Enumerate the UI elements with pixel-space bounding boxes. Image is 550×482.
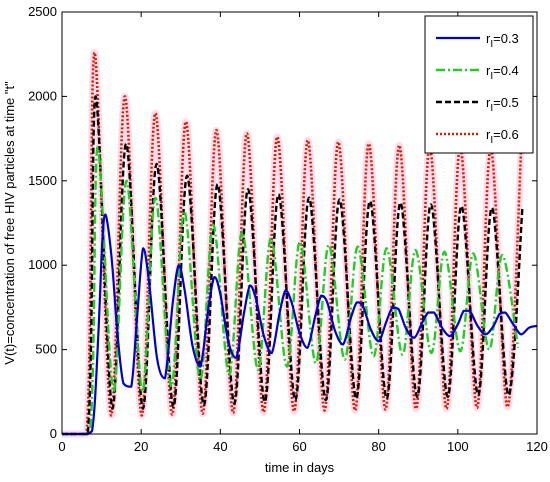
- series-line-04: [62, 145, 520, 436]
- legend-entry-value: =0.4: [493, 63, 519, 78]
- x-axis-label: time in days: [265, 460, 335, 475]
- y-tick-label: 0: [50, 426, 57, 441]
- legend-entry-name: r: [486, 31, 491, 46]
- legend-entry-value: =0.5: [493, 95, 519, 110]
- legend-entry-name: r: [486, 95, 491, 110]
- ticks-layer: 0 20 40 60 80 100 120 0 500 1000 1500 2000 2500: [28, 4, 548, 454]
- y-tick-label: 500: [35, 342, 57, 357]
- legend-entry-subscript: I: [490, 71, 493, 82]
- x-tick-label: 100: [447, 439, 469, 454]
- legend-entry-label: rI=0.3: [486, 31, 519, 50]
- x-tick-label: 0: [58, 439, 65, 454]
- y-tick-label: 1000: [28, 257, 57, 272]
- x-tick-label: 60: [292, 439, 306, 454]
- series-line-03: [62, 213, 538, 436]
- legend-entry-subscript: I: [490, 103, 493, 114]
- series-layer: [62, 49, 538, 438]
- legend-entry-value: =0.6: [493, 127, 519, 142]
- x-tick-label: 40: [213, 439, 227, 454]
- y-axis-label: V(t)=concentration of free HIV particles…: [2, 81, 17, 365]
- legend-entry-value: =0.3: [493, 31, 519, 46]
- y-tick-label: 1500: [28, 173, 57, 188]
- legend-entry-subscript: I: [490, 39, 493, 50]
- y-tick-label: 2000: [28, 88, 57, 103]
- series-line-05: [62, 95, 524, 436]
- y-tick-label: 2500: [28, 4, 57, 19]
- x-tick-label: 80: [371, 439, 385, 454]
- legend-entry-label: rI=0.4: [486, 63, 519, 82]
- legend-entry-label: rI=0.6: [486, 127, 519, 146]
- legend-entry-subscript: I: [490, 135, 493, 146]
- legend-entry-label: rI=0.5: [486, 95, 519, 114]
- legend-entry-name: r: [486, 127, 491, 142]
- series-line-06: [62, 51, 523, 436]
- legend: rI=0.3rI=0.4rI=0.5rI=0.6: [424, 15, 534, 154]
- x-tick-label: 120: [526, 439, 548, 454]
- x-tick-label: 20: [134, 439, 148, 454]
- legend-entry-name: r: [486, 63, 491, 78]
